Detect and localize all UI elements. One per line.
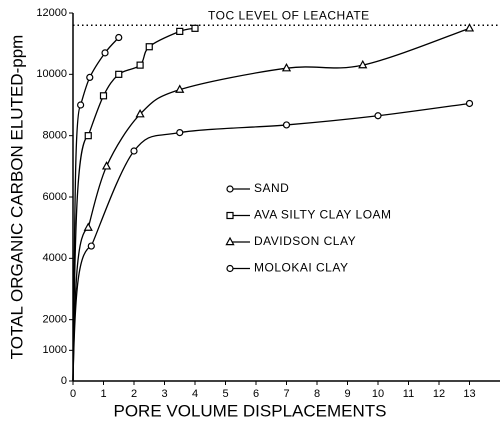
marker bbox=[145, 43, 153, 51]
marker bbox=[374, 112, 382, 120]
curve bbox=[87, 27, 196, 136]
marker bbox=[175, 84, 185, 93]
y-tick-label: 1000 bbox=[43, 344, 67, 356]
curve bbox=[87, 27, 470, 228]
legend-marker bbox=[226, 264, 234, 273]
marker bbox=[176, 129, 184, 137]
marker bbox=[99, 92, 108, 100]
legend-marker bbox=[226, 185, 234, 193]
marker bbox=[135, 108, 145, 118]
x-tick-label: 1 bbox=[100, 388, 106, 400]
marker bbox=[115, 33, 123, 42]
legend-marker bbox=[225, 236, 235, 246]
x-tick-label: 7 bbox=[283, 388, 289, 400]
marker bbox=[281, 62, 292, 72]
marker bbox=[83, 222, 93, 231]
curve-start bbox=[72, 245, 92, 382]
marker bbox=[77, 101, 85, 109]
marker bbox=[130, 147, 138, 155]
marker bbox=[115, 70, 123, 78]
x-tick-label: 6 bbox=[253, 388, 259, 400]
marker bbox=[101, 49, 109, 57]
marker bbox=[464, 23, 475, 32]
x-axis-label: PORE VOLUME DISPLACEMENTS bbox=[113, 401, 386, 420]
marker bbox=[101, 161, 112, 170]
x-tick-label: 4 bbox=[192, 388, 198, 400]
legend-label: MOLOKAI CLAY bbox=[254, 261, 348, 275]
marker bbox=[358, 59, 368, 69]
marker bbox=[191, 24, 199, 32]
curve bbox=[80, 37, 120, 106]
x-tick-label: 12 bbox=[433, 388, 445, 400]
legend-label: SAND bbox=[254, 181, 289, 195]
y-tick-label: 2000 bbox=[43, 314, 67, 326]
y-axis-label: TOTAL ORGANIC CARBON ELUTED-ppm bbox=[7, 35, 26, 360]
y-tick-label: 8000 bbox=[43, 130, 67, 142]
legend-marker bbox=[226, 211, 234, 220]
x-tick-label: 8 bbox=[314, 388, 320, 400]
marker bbox=[176, 27, 184, 35]
x-tick-label: 0 bbox=[70, 388, 76, 400]
marker bbox=[465, 99, 474, 108]
marker bbox=[84, 132, 92, 140]
reference-label: TOC LEVEL OF LEACHATE bbox=[208, 8, 370, 22]
curve bbox=[90, 102, 470, 247]
y-tick-label: 6000 bbox=[43, 191, 67, 203]
marker bbox=[87, 242, 95, 250]
x-tick-label: 9 bbox=[344, 388, 350, 400]
legend-label: DAVIDSON CLAY bbox=[254, 234, 356, 248]
curve-start bbox=[72, 135, 89, 382]
x-tick-label: 3 bbox=[161, 388, 167, 400]
marker bbox=[86, 73, 94, 82]
x-tick-label: 2 bbox=[131, 388, 137, 400]
x-tick-label: 5 bbox=[222, 388, 228, 400]
x-tick-label: 13 bbox=[463, 388, 475, 400]
y-tick-label: 10000 bbox=[36, 68, 67, 80]
x-tick-label: 10 bbox=[372, 388, 384, 400]
x-tick-label: 11 bbox=[403, 388, 414, 400]
marker bbox=[282, 121, 291, 129]
y-tick-label: 4000 bbox=[43, 252, 67, 264]
legend-label: AVA SILTY CLAY LOAM bbox=[254, 208, 392, 222]
marker bbox=[136, 61, 144, 69]
y-tick-label: 12000 bbox=[36, 7, 67, 19]
y-tick-label: 0 bbox=[61, 375, 67, 387]
